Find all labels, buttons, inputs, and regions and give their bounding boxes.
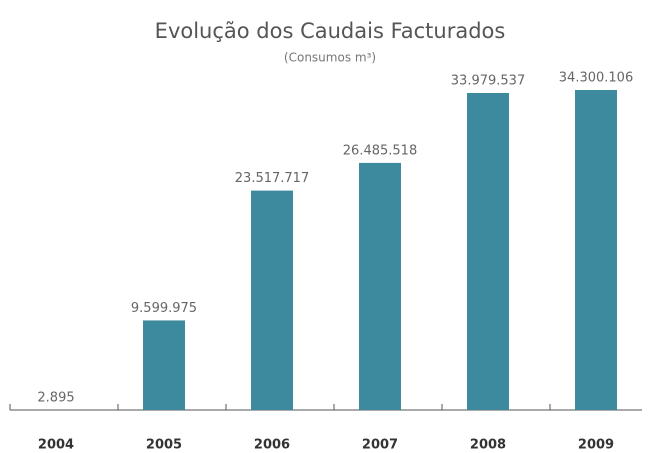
value-label: 33.979.537 (451, 73, 525, 88)
x-tick-label: 2004 (38, 438, 74, 453)
chart-subtitle: (Consumos m³) (284, 51, 376, 65)
value-label: 2.895 (37, 390, 74, 405)
x-tick-label: 2008 (470, 438, 506, 453)
x-tick-label: 2005 (146, 438, 182, 453)
bar (359, 162, 401, 410)
x-tick-label: 2009 (578, 438, 614, 453)
value-label: 34.300.106 (559, 71, 633, 86)
x-tick-label: 2007 (362, 438, 398, 453)
bar (143, 320, 185, 410)
value-label: 23.517.717 (235, 171, 309, 186)
value-label: 26.485.518 (343, 143, 417, 158)
bar (575, 90, 617, 410)
bar (467, 92, 509, 410)
chart-title: Evolução dos Caudais Facturados (155, 19, 506, 43)
bar (251, 190, 293, 410)
value-label: 9.599.975 (131, 301, 197, 316)
x-tick-label: 2006 (254, 438, 290, 453)
